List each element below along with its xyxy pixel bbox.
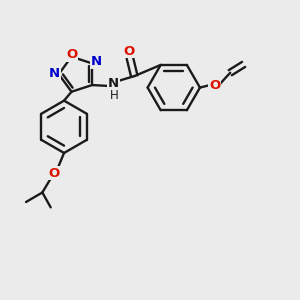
Text: O: O (48, 167, 59, 180)
Text: H: H (110, 89, 118, 102)
Text: N: N (108, 77, 119, 90)
Text: O: O (67, 48, 78, 61)
Text: N: N (91, 55, 102, 68)
Text: O: O (209, 79, 220, 92)
Text: N: N (49, 67, 60, 80)
Text: O: O (124, 45, 135, 58)
